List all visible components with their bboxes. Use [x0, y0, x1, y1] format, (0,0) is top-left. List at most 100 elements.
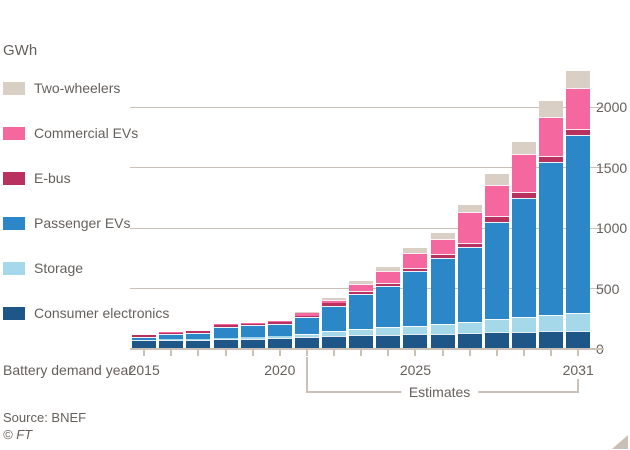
x-tick-mark: [441, 350, 444, 356]
bar-2015: [132, 334, 157, 349]
bar-segment-two-wheelers: [430, 233, 455, 240]
copyright-note: © FT: [3, 427, 33, 442]
legend-item: Consumer electronics: [3, 305, 169, 321]
bar-segment-passenger-evs: [484, 221, 509, 319]
bar-segment-storage: [213, 337, 238, 340]
bar-segment-commercial-evs: [322, 299, 347, 304]
bar-2030: [539, 101, 564, 349]
bar-segment-consumer-electronics: [267, 338, 292, 349]
bar-2024: [376, 267, 401, 349]
x-tick-mark: [550, 350, 553, 356]
legend-item: Storage: [3, 260, 83, 276]
bar-segment-commercial-evs: [213, 324, 238, 326]
bar-2021: [294, 312, 319, 349]
bar-segment-consumer-electronics: [430, 333, 455, 349]
y-tick-label: 2000: [596, 99, 628, 116]
bar-segment-storage: [294, 334, 319, 338]
bar-segment-passenger-evs: [322, 305, 347, 332]
x-axis-line: [130, 348, 604, 350]
bar-segment-e-bus: [240, 323, 265, 326]
bar-segment-two-wheelers: [566, 71, 591, 89]
bar-segment-consumer-electronics: [484, 332, 509, 349]
bar-2027: [457, 204, 482, 349]
legend-swatch-storage: [3, 261, 25, 275]
legend-item-label: E-bus: [34, 170, 71, 186]
bar-segment-passenger-evs: [132, 336, 157, 341]
x-tick-mark: [224, 350, 227, 356]
x-tick-mark: [278, 350, 281, 356]
x-tick-mark: [522, 350, 525, 356]
bar-segment-passenger-evs: [539, 161, 564, 315]
bar-segment-commercial-evs: [403, 253, 428, 268]
bar-2022: [322, 297, 347, 349]
bar-segment-e-bus: [186, 331, 211, 333]
bar-segment-passenger-evs: [267, 323, 292, 337]
y-tick-label: 1500: [596, 159, 628, 176]
bar-segment-two-wheelers: [457, 204, 482, 213]
bar-segment-commercial-evs: [457, 212, 482, 243]
bar-2025: [403, 248, 428, 349]
bar-segment-passenger-evs: [511, 198, 536, 317]
bar-segment-storage: [349, 329, 374, 336]
bar-segment-passenger-evs: [430, 258, 455, 324]
legend-swatch-e-bus: [3, 171, 25, 185]
bar-segment-two-wheelers: [511, 141, 536, 154]
bar-segment-storage: [457, 321, 482, 333]
x-tick-label-2031: 2031: [562, 362, 594, 378]
bar-segment-storage: [376, 327, 401, 335]
bar-2023: [349, 280, 374, 349]
bar-segment-consumer-electronics: [349, 335, 374, 349]
bar-segment-passenger-evs: [159, 334, 184, 340]
bar-segment-storage: [484, 318, 509, 333]
bar-segment-two-wheelers: [349, 280, 374, 284]
bar-2020: [267, 320, 292, 349]
bar-segment-consumer-electronics: [132, 340, 157, 349]
bar-segment-storage: [511, 316, 536, 333]
bar-segment-e-bus: [457, 242, 482, 248]
bar-segment-commercial-evs: [159, 332, 184, 334]
bar-segment-passenger-evs: [294, 317, 319, 335]
bar-segment-e-bus: [349, 290, 374, 294]
bar-segment-storage: [539, 314, 564, 332]
bar-segment-e-bus: [267, 322, 292, 324]
bar-segment-two-wheelers: [294, 312, 319, 314]
bar-segment-commercial-evs: [267, 321, 292, 323]
bar-2018: [213, 323, 238, 349]
bar-segment-passenger-evs: [457, 247, 482, 322]
legend-item: Passenger EVs: [3, 215, 131, 231]
legend-swatch-passenger-evs: [3, 216, 25, 230]
bar-2028: [484, 174, 509, 349]
bar-segment-consumer-electronics: [186, 339, 211, 349]
bar-2026: [430, 233, 455, 349]
bar-segment-commercial-evs: [539, 116, 564, 157]
x-tick-mark: [251, 350, 254, 356]
x-axis-title: Battery demand year: [3, 362, 133, 378]
x-tick-mark: [305, 350, 308, 356]
bar-segment-consumer-electronics: [511, 332, 536, 349]
bar-segment-storage: [267, 336, 292, 339]
legend-item: E-bus: [3, 170, 71, 186]
legend-item-label: Passenger EVs: [34, 215, 131, 231]
bar-segment-e-bus: [294, 315, 319, 318]
bar-segment-commercial-evs: [430, 239, 455, 255]
bar-segment-e-bus: [430, 254, 455, 258]
bar-segment-two-wheelers: [403, 248, 428, 254]
bar-segment-commercial-evs: [349, 283, 374, 291]
legend-item: Commercial EVs: [3, 125, 138, 141]
bar-segment-e-bus: [132, 335, 157, 337]
x-tick-mark: [170, 350, 173, 356]
bar-segment-passenger-evs: [213, 326, 238, 338]
bar-2016: [159, 332, 184, 349]
bar-segment-consumer-electronics: [566, 330, 591, 349]
bar-segment-consumer-electronics: [457, 333, 482, 349]
bar-segment-consumer-electronics: [213, 339, 238, 349]
x-tick-mark: [197, 350, 200, 356]
bar-segment-storage: [403, 325, 428, 335]
source-note: Source: BNEF: [3, 410, 87, 425]
legend: Two-wheelers Commercial EVs E-bus Passenger…: [0, 0, 169, 340]
bar-segment-commercial-evs: [294, 313, 319, 316]
x-tick-mark: [577, 350, 580, 356]
bar-2029: [511, 141, 536, 349]
bar-segment-storage: [430, 323, 455, 334]
legend-item-label: Commercial EVs: [34, 125, 139, 141]
